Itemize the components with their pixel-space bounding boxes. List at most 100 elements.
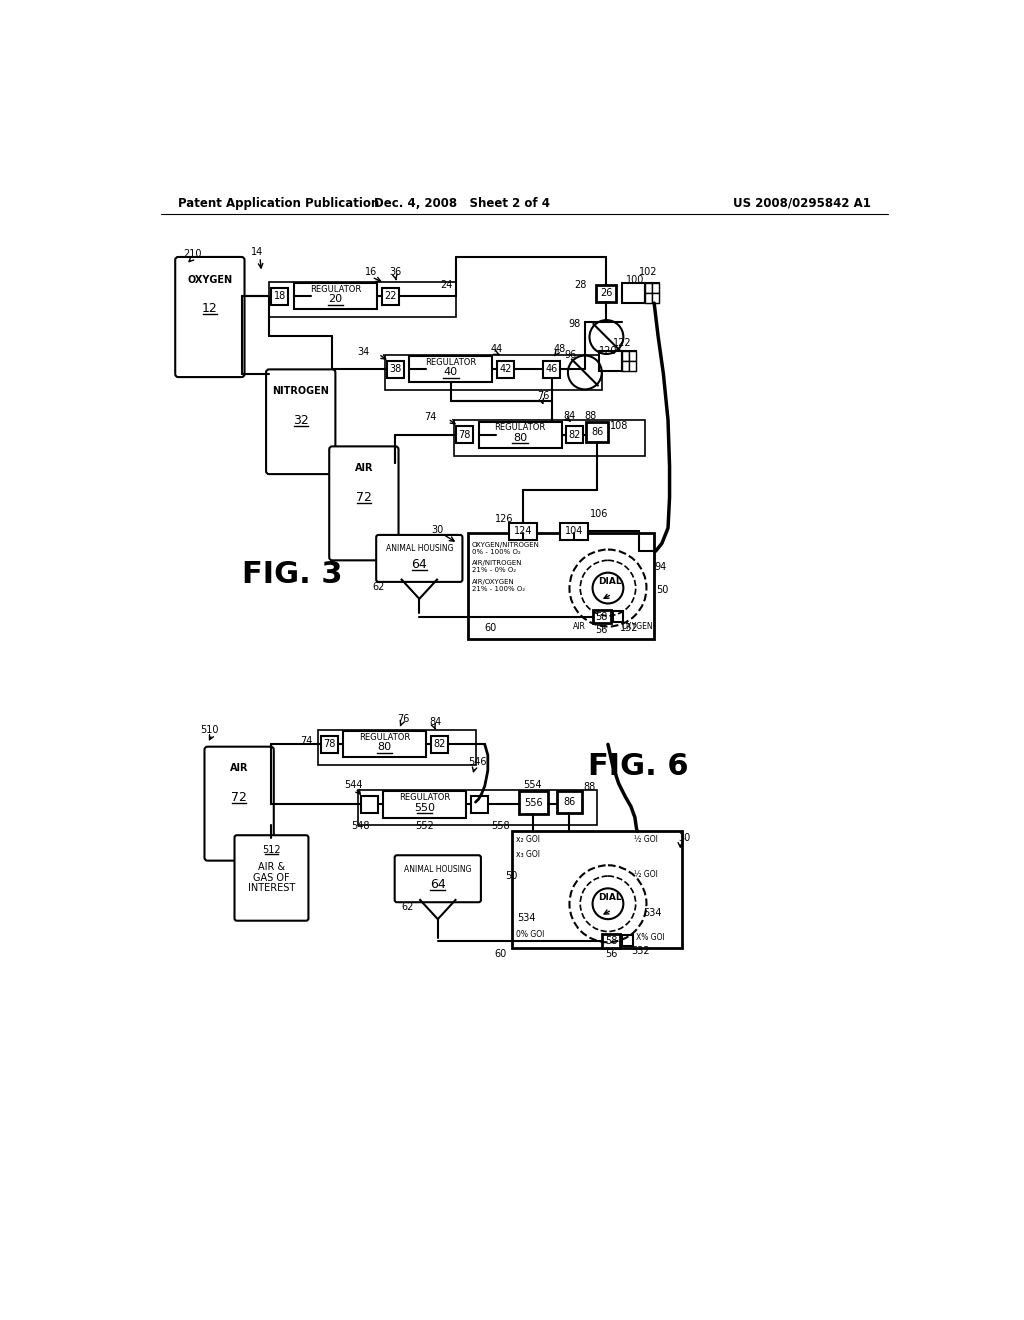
Bar bbox=[509, 523, 538, 540]
FancyBboxPatch shape bbox=[330, 446, 398, 560]
Text: 0% GOI: 0% GOI bbox=[515, 931, 544, 939]
Text: 21% - 0% O₂: 21% - 0% O₂ bbox=[472, 568, 516, 573]
Text: 534: 534 bbox=[643, 908, 662, 917]
Text: 78: 78 bbox=[459, 430, 471, 440]
Bar bbox=[410, 356, 493, 383]
Text: FIG. 3: FIG. 3 bbox=[242, 560, 342, 589]
Text: 80: 80 bbox=[378, 742, 392, 752]
Bar bbox=[587, 422, 608, 442]
Text: 86: 86 bbox=[563, 797, 575, 807]
Text: Patent Application Publication: Patent Application Publication bbox=[178, 197, 380, 210]
Text: 210: 210 bbox=[183, 249, 202, 259]
Text: 80: 80 bbox=[513, 433, 527, 444]
Bar bbox=[645, 284, 658, 304]
Bar bbox=[645, 293, 652, 304]
Text: 16: 16 bbox=[366, 268, 378, 277]
Bar bbox=[557, 792, 582, 813]
Text: 556: 556 bbox=[524, 797, 543, 808]
Text: 48: 48 bbox=[554, 345, 566, 354]
Text: 30: 30 bbox=[679, 833, 691, 842]
Text: 552: 552 bbox=[416, 821, 434, 832]
Text: REGULATOR: REGULATOR bbox=[309, 285, 361, 294]
Text: 544: 544 bbox=[345, 780, 364, 791]
Text: 76: 76 bbox=[538, 391, 550, 400]
Text: 24: 24 bbox=[440, 280, 453, 290]
Bar bbox=[294, 284, 377, 309]
Text: 28: 28 bbox=[574, 280, 587, 289]
Text: ½ GOI: ½ GOI bbox=[634, 834, 658, 843]
Text: REGULATOR: REGULATOR bbox=[425, 358, 476, 367]
Bar bbox=[360, 796, 378, 813]
Bar bbox=[652, 293, 658, 304]
Bar bbox=[612, 611, 624, 622]
Text: 60: 60 bbox=[494, 949, 506, 958]
Text: 58: 58 bbox=[605, 936, 617, 945]
Text: 64: 64 bbox=[412, 557, 427, 570]
Text: 42: 42 bbox=[500, 364, 512, 375]
Text: 548: 548 bbox=[351, 821, 370, 832]
Text: X% GOI: X% GOI bbox=[636, 933, 665, 942]
Bar bbox=[454, 420, 645, 455]
Text: 18: 18 bbox=[273, 292, 286, 301]
Bar bbox=[596, 285, 616, 302]
Text: 62: 62 bbox=[373, 582, 385, 591]
Bar bbox=[622, 360, 629, 371]
Bar bbox=[560, 523, 588, 540]
Bar bbox=[629, 351, 636, 360]
Text: ANIMAL HOUSING: ANIMAL HOUSING bbox=[386, 544, 453, 553]
Text: 72: 72 bbox=[356, 491, 372, 504]
Bar bbox=[622, 936, 633, 946]
Text: REGULATOR: REGULATOR bbox=[495, 424, 546, 433]
Text: 22: 22 bbox=[384, 292, 396, 301]
Text: 14: 14 bbox=[251, 247, 263, 257]
Bar bbox=[518, 792, 548, 814]
FancyBboxPatch shape bbox=[234, 836, 308, 921]
Bar bbox=[512, 832, 682, 948]
Text: FIG. 6: FIG. 6 bbox=[589, 752, 689, 781]
Text: OXYGEN: OXYGEN bbox=[622, 622, 653, 631]
Text: REGULATOR: REGULATOR bbox=[359, 733, 411, 742]
Bar bbox=[602, 933, 621, 948]
Text: 32: 32 bbox=[293, 413, 308, 426]
Bar bbox=[387, 360, 403, 378]
Bar bbox=[622, 284, 645, 304]
Bar bbox=[321, 737, 338, 752]
Bar bbox=[457, 426, 473, 444]
Text: 88: 88 bbox=[584, 781, 596, 792]
Text: 88: 88 bbox=[585, 411, 597, 421]
Text: 12: 12 bbox=[202, 302, 218, 315]
Text: 30: 30 bbox=[431, 524, 443, 535]
Text: 558: 558 bbox=[490, 821, 510, 832]
Text: 82: 82 bbox=[433, 739, 445, 750]
Text: AIR: AIR bbox=[229, 763, 249, 774]
Text: 78: 78 bbox=[323, 739, 336, 750]
Text: 108: 108 bbox=[609, 421, 628, 432]
Bar bbox=[383, 792, 466, 817]
Text: ½ GOI: ½ GOI bbox=[634, 870, 658, 879]
Text: x₂ GOI: x₂ GOI bbox=[515, 834, 540, 843]
Bar bbox=[622, 351, 636, 371]
Text: 100: 100 bbox=[627, 275, 645, 285]
Text: 76: 76 bbox=[397, 714, 410, 723]
Bar bbox=[544, 360, 560, 378]
Text: DIAL: DIAL bbox=[598, 577, 622, 586]
Text: 124: 124 bbox=[514, 527, 532, 536]
Text: 50: 50 bbox=[656, 585, 669, 594]
Text: 512: 512 bbox=[262, 845, 281, 855]
Text: AIR: AIR bbox=[573, 622, 586, 631]
Bar bbox=[343, 731, 426, 758]
Text: 96: 96 bbox=[565, 350, 578, 360]
Text: 120: 120 bbox=[599, 346, 617, 356]
Text: 26: 26 bbox=[600, 288, 612, 298]
Text: 546: 546 bbox=[468, 758, 486, 767]
Bar bbox=[471, 796, 487, 813]
Text: 82: 82 bbox=[568, 430, 581, 440]
Text: AIR &: AIR & bbox=[258, 862, 285, 871]
Text: x₃ GOI: x₃ GOI bbox=[515, 850, 540, 859]
Text: 0% - 100% O₂: 0% - 100% O₂ bbox=[472, 549, 520, 554]
Text: OXYGEN/NITROGEN: OXYGEN/NITROGEN bbox=[472, 543, 540, 548]
Text: NITROGEN: NITROGEN bbox=[272, 385, 329, 396]
Text: AIR: AIR bbox=[354, 463, 373, 473]
Bar bbox=[652, 284, 658, 293]
Bar bbox=[318, 730, 475, 766]
